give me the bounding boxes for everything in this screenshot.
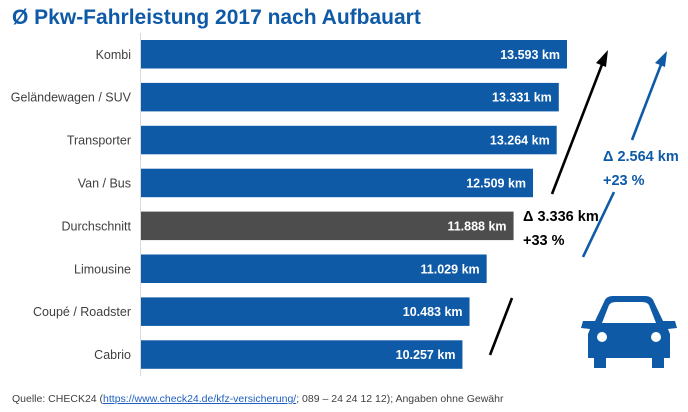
category-label-2: Transporter — [67, 134, 131, 148]
source-prefix: Quelle: CHECK24 ( — [12, 393, 104, 405]
bar-0 — [141, 40, 567, 69]
category-label-0: Kombi — [96, 48, 131, 62]
blue-arrow-percent-label: +23 % — [603, 173, 645, 189]
source-note: Quelle: CHECK24 (https://www.check24.de/… — [12, 393, 503, 405]
value-label-1: 13.331 km — [492, 91, 552, 105]
bars-group: Kombi 13.593 km Geländewagen / SUV 13.331 k… — [11, 40, 567, 369]
source-suffix: ; 089 – 24 24 12 12); Angaben ohne Gewäh… — [296, 393, 504, 405]
category-label-7: Cabrio — [94, 348, 131, 362]
category-label-1: Geländewagen / SUV — [11, 91, 132, 105]
car-front-icon — [581, 296, 677, 368]
value-label-6: 10.483 km — [403, 305, 463, 319]
value-label-3: 12.509 km — [466, 176, 526, 190]
category-label-6: Coupé / Roadster — [33, 305, 131, 319]
bar-5 — [141, 254, 487, 283]
bar-6 — [141, 297, 470, 326]
black-arrow — [488, 50, 608, 356]
source-link[interactable]: https://www.check24.de/kfz-versicherung/ — [103, 393, 297, 405]
category-label-3: Van / Bus — [78, 176, 131, 190]
bar-7 — [141, 340, 463, 369]
value-label-2: 13.264 km — [490, 134, 550, 148]
value-label-4: 11.888 km — [447, 219, 506, 233]
bar-3 — [141, 168, 534, 198]
blue-arrow-delta-label: Δ 2.564 km — [603, 149, 679, 165]
bar-1 — [141, 82, 559, 112]
black-arrow-delta-label: Δ 3.336 km — [523, 209, 599, 225]
category-label-4: Durchschnitt — [62, 219, 132, 233]
chart-title: Ø Pkw-Fahrleistung 2017 nach Aufbauart — [12, 6, 421, 29]
black-arrow-percent-label: +33 % — [523, 233, 565, 249]
bar-4 — [141, 211, 514, 241]
category-label-5: Limousine — [74, 262, 131, 276]
bar-2 — [141, 125, 557, 155]
value-label-0: 13.593 km — [500, 48, 560, 62]
blue-arrow — [581, 51, 667, 258]
value-label-5: 11.029 km — [421, 262, 480, 276]
value-label-7: 10.257 km — [396, 348, 456, 362]
